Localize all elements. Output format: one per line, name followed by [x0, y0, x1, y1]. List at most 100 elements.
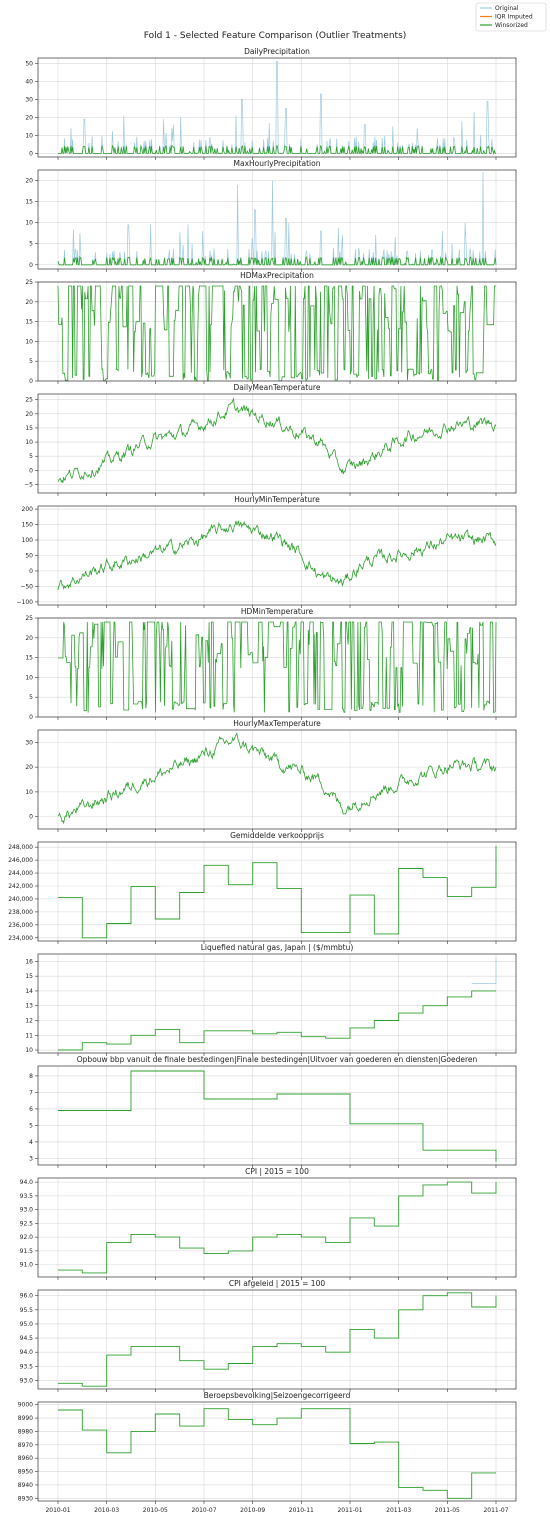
y-tick-label: 50 — [25, 553, 33, 560]
y-tick-label: 95.0 — [20, 1321, 34, 1328]
subplot-title: DailyPrecipitation — [244, 47, 310, 56]
y-tick-label: 150 — [22, 522, 34, 529]
y-tick-label: 40 — [25, 78, 33, 85]
y-tick-label: 15 — [25, 199, 33, 206]
series-line-winsorized — [58, 845, 497, 939]
subplot-title: HourlyMaxTemperature — [233, 719, 321, 728]
y-tick-label: 10 — [25, 674, 33, 681]
subplot: Gemiddelde verkoopprijs 234,000 236,000 238… — [8, 831, 517, 944]
y-tick-label: 200 — [22, 506, 34, 513]
plot-frame — [37, 1289, 517, 1390]
y-tick-label: 15 — [25, 425, 33, 432]
subplot: HourlyMaxTemperature 0 10 20 30 — [25, 719, 517, 832]
y-tick-label: 100 — [22, 537, 34, 544]
y-tick-label: 10 — [25, 338, 33, 345]
plot-frame — [37, 281, 517, 382]
plot-frame — [37, 57, 517, 158]
y-tick-label: 8960 — [18, 1455, 33, 1462]
subplot-title: CPI | 2015 = 100 — [245, 1167, 309, 1176]
series-line-winsorized — [58, 1070, 497, 1162]
y-tick-label: 244,000 — [8, 870, 33, 877]
y-tick-label: 25 — [25, 615, 33, 622]
y-tick-label: 4 — [29, 1139, 33, 1146]
y-tick-label: 9000 — [18, 1402, 33, 1409]
plot-area — [38, 394, 516, 493]
y-tick-label: 8 — [29, 1073, 33, 1080]
series-line-winsorized — [58, 621, 497, 713]
y-tick-label: 12 — [25, 1017, 33, 1024]
x-tick-label: 2010-01 — [45, 1507, 70, 1514]
series-line-winsorized — [58, 990, 496, 1051]
y-tick-label: 248,000 — [8, 844, 33, 851]
series-line-winsorized — [57, 285, 496, 382]
x-tick-label: 2010-03 — [94, 1507, 119, 1514]
y-tick-label: 25 — [25, 279, 33, 286]
series-line-winsorized — [58, 1408, 496, 1499]
series-line-winsorized — [58, 1292, 497, 1387]
plot-frame — [37, 1177, 517, 1278]
plot-frame — [37, 953, 517, 1054]
y-tick-label: 92.0 — [20, 1234, 34, 1241]
y-tick-label: 91.0 — [20, 1262, 34, 1269]
x-tick-label: 2010-07 — [191, 1507, 216, 1514]
y-tick-label: 94.0 — [20, 1179, 34, 1186]
y-tick-label: 20 — [25, 764, 33, 771]
series-line-winsorized — [57, 732, 497, 825]
y-tick-label: 16 — [25, 958, 33, 965]
y-tick-label: 3 — [29, 1155, 33, 1162]
y-tick-label: 10 — [25, 439, 33, 446]
subplot-title: HDMinTemperature — [241, 607, 314, 616]
plot-area — [38, 1402, 516, 1501]
y-tick-label: 94.0 — [20, 1349, 34, 1356]
subplot: Liquefied natural gas, Japan | ($/mmbtu)… — [25, 943, 517, 1056]
x-tick-label: 2011-03 — [386, 1507, 411, 1514]
subplot-title: Opbouw bbp vanuit de finale bestedingen|… — [77, 1055, 478, 1064]
plot-frame — [37, 1401, 517, 1502]
subplot: MaxHourlyPrecipitation 0 5 10 15 20 — [25, 159, 517, 272]
subplot-title: CPI afgeleid | 2015 = 100 — [229, 1279, 325, 1288]
plot-frame — [37, 841, 517, 942]
y-tick-label: 20 — [25, 114, 33, 121]
plot-frame — [37, 169, 517, 270]
y-tick-label: 236,000 — [8, 922, 33, 929]
plot-area — [38, 1290, 516, 1389]
y-tick-label: 15 — [25, 973, 33, 980]
y-tick-label: 5 — [29, 694, 33, 701]
y-tick-label: 8930 — [18, 1495, 33, 1502]
y-tick-label: 0 — [29, 378, 33, 385]
y-tick-label: 93.0 — [20, 1378, 34, 1385]
legend-label: Winsorized — [495, 22, 528, 29]
series-line-winsorized — [57, 255, 497, 267]
legend-label: Original — [495, 5, 519, 12]
subplot: CPI afgeleid | 2015 = 100 93.0 93.5 94.0 94.… — [20, 1279, 517, 1392]
y-tick-label: 92.5 — [20, 1220, 34, 1227]
y-tick-label: 95.5 — [20, 1307, 34, 1314]
subplot: HDMinTemperature 0 5 10 15 20 25 — [25, 607, 517, 721]
y-tick-label: 8990 — [18, 1415, 33, 1422]
y-tick-label: 0 — [29, 714, 33, 721]
y-tick-label: 20 — [25, 635, 33, 642]
y-tick-label: 13 — [25, 1003, 33, 1010]
subplot: Beroepsbevolking|Seizoengecorrigeerd 8930… — [18, 1391, 517, 1504]
y-tick-label: −5 — [24, 482, 33, 489]
y-tick-label: 94.5 — [20, 1335, 34, 1342]
y-tick-label: −100 — [17, 599, 34, 606]
y-tick-label: 15 — [25, 655, 33, 662]
y-tick-label: 8980 — [18, 1428, 33, 1435]
y-tick-label: 234,000 — [8, 935, 33, 942]
y-tick-label: 30 — [25, 739, 33, 746]
subplot: CPI | 2015 = 100 91.0 91.5 92.0 92.5 93.0 93.5… — [20, 1167, 517, 1280]
plot-frame — [37, 505, 517, 606]
y-tick-label: 0 — [29, 150, 33, 157]
plot-area — [38, 282, 516, 381]
y-tick-label: 20 — [25, 411, 33, 418]
series-line-winsorized — [58, 144, 496, 155]
y-tick-label: 8940 — [18, 1482, 33, 1489]
y-tick-label: 242,000 — [8, 883, 33, 890]
y-tick-label: 10 — [25, 789, 33, 796]
y-tick-label: 240,000 — [8, 896, 33, 903]
series-line-original — [471, 958, 497, 984]
y-tick-label: 8950 — [18, 1469, 33, 1476]
subplot-title: MaxHourlyPrecipitation — [234, 159, 321, 168]
